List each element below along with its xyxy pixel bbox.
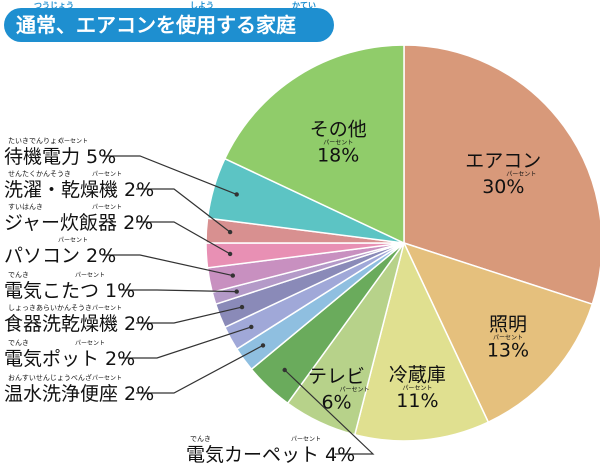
outside-label-4: 電気カーペット 4% [186, 444, 355, 466]
outside-pct-furigana-12: パーセント [58, 138, 88, 145]
slice-value-13: 18% [317, 144, 359, 166]
chart-title: 通常、エアコンを使用する家庭 [16, 13, 296, 37]
outside-label-10: ジャー炊飯器 2% [4, 212, 153, 234]
outside-pct-furigana-11: パーセント [92, 171, 122, 178]
slice-value-3: 6% [321, 391, 351, 413]
slice-label-1: 照明 [489, 314, 527, 336]
slice-furigana-13: パーセント [323, 139, 353, 146]
outside-label-12: 待機電力 5% [4, 146, 116, 168]
leader-dot-11 [227, 229, 233, 235]
outside-label-7: 食器洗乾燥機 2% [4, 313, 154, 335]
slice-furigana-1: パーセント [493, 335, 523, 342]
outside-label-11: 洗濯・乾燥機 2% [4, 179, 154, 201]
leader-dot-5 [260, 343, 266, 348]
outside-furigana-4: でんき [190, 435, 211, 443]
outside-label-6: 電気ポット 2% [4, 348, 135, 370]
outside-pct-furigana-10: パーセント [92, 204, 122, 211]
outside-furigana-12: たいきでんりょく [8, 137, 64, 145]
leader-line-11 [136, 188, 231, 233]
leader-line-5 [136, 344, 264, 394]
leader-line-8 [119, 289, 237, 293]
pie-slice-13 [223, 44, 405, 245]
slice-label-3: テレビ [308, 365, 365, 387]
leader-line-6 [119, 326, 252, 359]
outside-furigana-5: おんすいせんじょうべんざ [8, 373, 92, 382]
outside-furigana-11: せんたくかんそうき [8, 170, 71, 178]
slice-value-1: 13% [487, 340, 529, 362]
leader-dot-6 [249, 324, 254, 330]
pie-slice-2 [353, 240, 490, 442]
outside-pct-furigana-7: パーセント [92, 305, 122, 312]
slice-furigana-0: パーセント [506, 171, 536, 178]
outside-label-8: 電気こたつ 1% [4, 280, 135, 302]
title-furigana-3: かてい [292, 1, 316, 10]
title-furigana-2: しよう [190, 1, 214, 10]
slice-label-13: その他 [310, 118, 367, 140]
outside-pct-furigana-4: パーセント [291, 436, 321, 443]
leader-dot-7 [239, 304, 245, 310]
leader-dot-10 [227, 251, 233, 257]
leader-dot-4 [282, 367, 287, 373]
outside-pct-furigana-5: パーセント [92, 375, 122, 382]
leader-dot-8 [234, 289, 239, 294]
outside-label-5: 温水洗浄便座 2% [4, 383, 154, 405]
leader-dot-9 [230, 273, 235, 278]
title-banner [4, 8, 334, 42]
outside-label-9: パソコン 2% [4, 245, 116, 267]
pie-slice-1 [402, 241, 594, 424]
slice-furigana-3: パーセント [340, 386, 370, 393]
title-furigana-1: つうじょう [34, 1, 74, 10]
slice-label-0: エアコン [465, 150, 541, 172]
pie-slice-0 [403, 44, 600, 306]
slice-furigana-2: パーセント [402, 385, 432, 392]
outside-pct-furigana-8: パーセント [75, 272, 105, 279]
leader-line-12 [102, 155, 237, 195]
leader-dot-12 [234, 192, 239, 197]
slice-value-0: 30% [482, 176, 524, 198]
outside-furigana-7: しょっきあらいかんそうき [8, 304, 92, 312]
slice-value-2: 11% [396, 390, 438, 412]
leader-line-4 [284, 369, 375, 455]
outside-pct-furigana-6: パーセント [75, 340, 105, 347]
outside-furigana-8: でんき [8, 271, 29, 279]
slice-label-2: 冷蔵庫 [389, 364, 446, 386]
leader-line-7 [136, 306, 243, 324]
outside-furigana-10: すいはんき [8, 203, 43, 211]
outside-furigana-6: でんき [8, 339, 29, 347]
leader-line-10 [136, 221, 231, 255]
outside-pct-furigana-9: パーセント [58, 237, 88, 244]
leader-line-9 [102, 254, 233, 277]
